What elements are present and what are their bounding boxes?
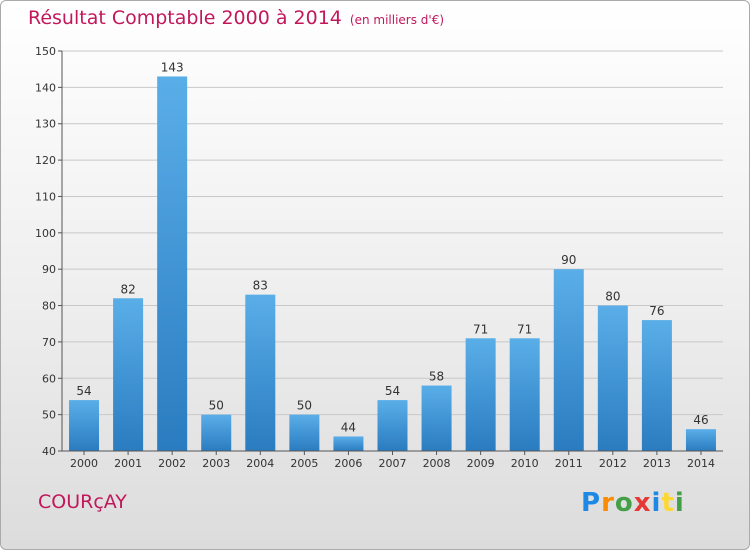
logo-letter-5: t <box>661 488 675 518</box>
data-label-2000: 54 <box>76 384 91 398</box>
bar-2008 <box>421 385 452 451</box>
data-label-2002: 143 <box>161 60 184 74</box>
x-tick-label-2008: 2008 <box>423 457 451 470</box>
bars <box>69 76 716 452</box>
bar-2011 <box>553 269 584 451</box>
data-label-2013: 76 <box>649 304 664 318</box>
y-tick-label-80: 80 <box>42 300 56 313</box>
logo-letter-4: i <box>651 488 662 518</box>
bar-2000 <box>69 400 100 451</box>
data-label-2008: 58 <box>429 370 444 384</box>
y-tick-label-40: 40 <box>42 445 56 458</box>
chart-title-text: Résultat Comptable 2000 à 2014 <box>28 7 342 29</box>
y-tick-label-60: 60 <box>42 372 56 385</box>
data-label-2014: 46 <box>693 413 708 427</box>
bar-2004 <box>245 294 276 451</box>
data-label-2003: 50 <box>209 399 224 413</box>
chart-title: Résultat Comptable 2000 à 2014 (en millie… <box>28 7 444 29</box>
data-label-2011: 90 <box>561 253 576 267</box>
axes <box>58 50 723 455</box>
bar-2001 <box>113 298 144 451</box>
y-tick-label-50: 50 <box>42 409 56 422</box>
bar-2010 <box>509 338 540 451</box>
y-tick-label-90: 90 <box>42 263 56 276</box>
logo-letter-1: r <box>601 488 615 518</box>
logo-letter-0: P <box>581 488 602 518</box>
x-tick-label-2009: 2009 <box>467 457 495 470</box>
bar-2002 <box>157 76 188 452</box>
bar-2007 <box>377 400 408 451</box>
x-tick-label-2005: 2005 <box>290 457 318 470</box>
y-tick-label-70: 70 <box>42 336 56 349</box>
bar-2003 <box>201 414 232 451</box>
proxiti-logo[interactable]: Proxiti <box>581 488 685 518</box>
data-label-2004: 83 <box>253 279 268 293</box>
data-label-2010: 71 <box>517 322 532 336</box>
data-label-2006: 44 <box>341 420 356 434</box>
y-tick-label-110: 110 <box>35 190 56 203</box>
bar-2012 <box>597 305 628 451</box>
bar-2005 <box>289 414 320 451</box>
x-tick-label-2003: 2003 <box>202 457 230 470</box>
logo-letter-6: i <box>674 488 685 518</box>
y-tick-label-130: 130 <box>35 118 56 131</box>
x-tick-label-2000: 2000 <box>70 457 98 470</box>
bar-2014 <box>685 429 716 451</box>
data-label-2012: 80 <box>605 290 620 304</box>
labels: 40 50 60 70 80 90 100 110 120 130 140 150 54 2000 82 20… <box>35 45 715 470</box>
x-tick-label-2004: 2004 <box>246 457 274 470</box>
x-tick-label-2007: 2007 <box>379 457 407 470</box>
x-tick-label-2014: 2014 <box>687 457 715 470</box>
x-tick-label-2002: 2002 <box>158 457 186 470</box>
data-label-2007: 54 <box>385 384 400 398</box>
bar-2013 <box>641 320 672 451</box>
x-tick-label-2001: 2001 <box>114 457 142 470</box>
commune-name: COURçAY <box>38 491 127 513</box>
data-label-2001: 82 <box>120 282 135 296</box>
x-tick-label-2006: 2006 <box>334 457 362 470</box>
y-tick-label-140: 140 <box>35 81 56 94</box>
bar-2006 <box>333 436 364 451</box>
x-tick-label-2013: 2013 <box>643 457 671 470</box>
x-tick-label-2011: 2011 <box>555 457 583 470</box>
data-label-2009: 71 <box>473 322 488 336</box>
bar-2009 <box>465 338 496 451</box>
y-tick-label-100: 100 <box>35 227 56 240</box>
logo-letter-3: x <box>633 488 652 518</box>
x-tick-label-2010: 2010 <box>511 457 539 470</box>
logo-letter-2: o <box>614 488 634 518</box>
chart-subtitle: (en milliers d'€) <box>349 13 445 27</box>
data-label-2005: 50 <box>297 399 312 413</box>
x-tick-label-2012: 2012 <box>599 457 627 470</box>
y-tick-label-120: 120 <box>35 154 56 167</box>
y-tick-label-150: 150 <box>35 45 56 58</box>
